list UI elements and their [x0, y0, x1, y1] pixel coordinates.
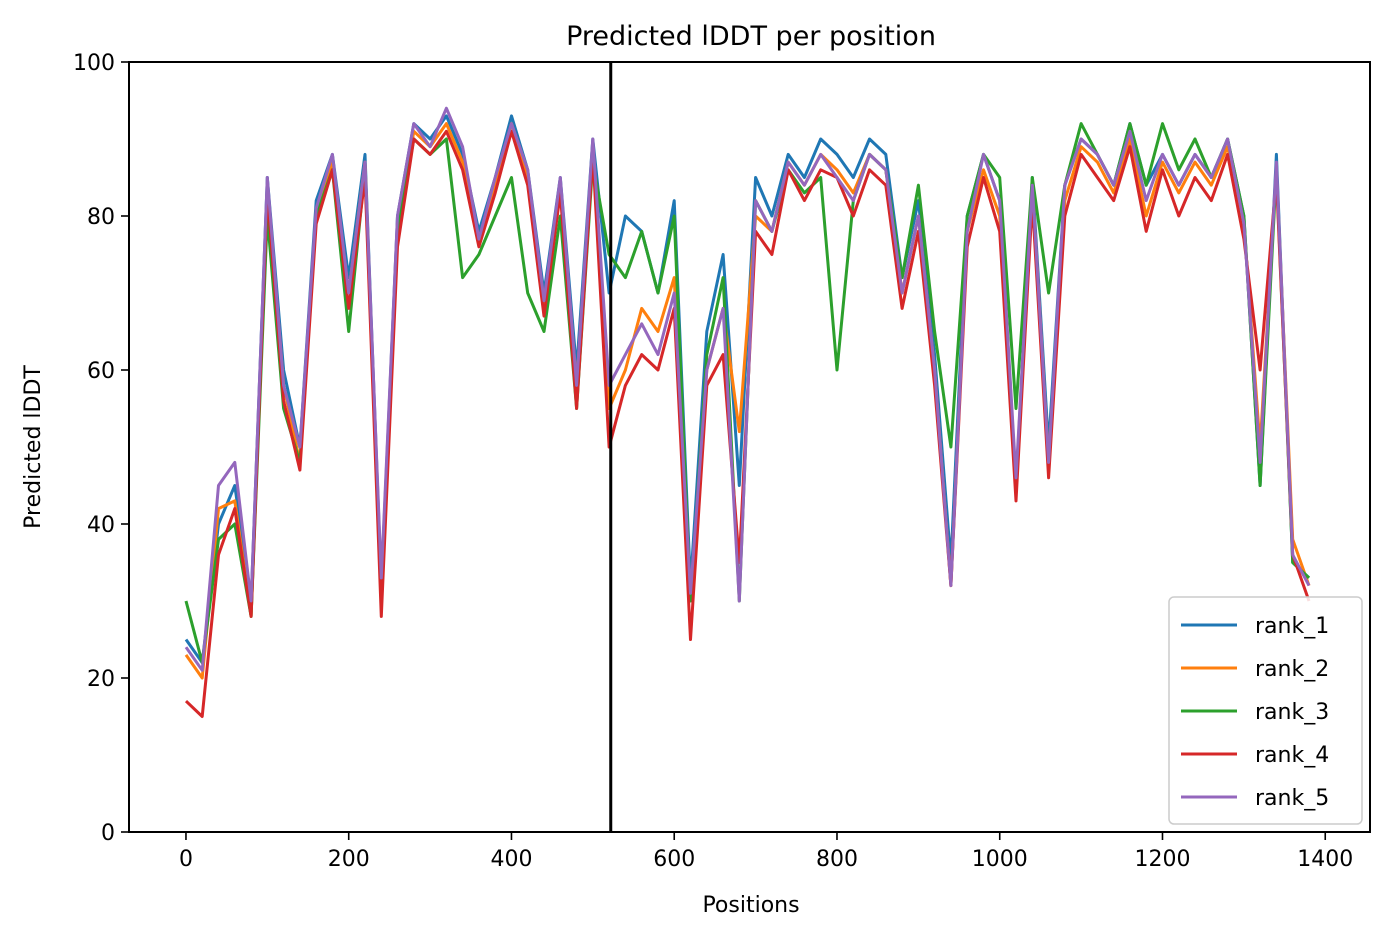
x-tick-label: 1000: [972, 847, 1028, 872]
legend: rank_1 rank_2 rank_3 rank_4 rank_5: [1168, 596, 1363, 825]
plot-area: [184, 62, 1311, 832]
legend-label-rank_4: rank_4: [1255, 743, 1329, 768]
y-axis: 0 20 40 60 80 100: [73, 51, 129, 846]
x-tick-label: 1400: [1297, 847, 1353, 872]
x-tick-label: 400: [490, 847, 532, 872]
x-axis: 0 200 400 600 800 1000 1200 1400: [179, 832, 1353, 872]
legend-box: [1168, 596, 1363, 825]
y-tick-label: 40: [87, 513, 115, 538]
x-tick-label: 800: [816, 847, 858, 872]
x-tick-label: 200: [328, 847, 370, 872]
series-line-rank_5: [184, 106, 1311, 672]
legend-label-rank_5: rank_5: [1255, 786, 1329, 811]
plot-frame: [128, 61, 1371, 833]
x-tick-label: 1200: [1134, 847, 1190, 872]
legend-label-rank_1: rank_1: [1255, 614, 1329, 639]
y-tick-label: 80: [87, 205, 115, 230]
y-tick-label: 100: [73, 51, 115, 76]
x-axis-title: Positions: [702, 893, 799, 918]
x-tick-label: 600: [653, 847, 695, 872]
x-tick-label: 0: [179, 847, 193, 872]
y-tick-label: 60: [87, 359, 115, 384]
y-tick-label: 20: [87, 667, 115, 692]
legend-label-rank_3: rank_3: [1255, 700, 1329, 725]
chart-title: Predicted lDDT per position: [566, 21, 936, 52]
legend-label-rank_2: rank_2: [1255, 657, 1329, 682]
y-axis-title: Predicted lDDT: [21, 365, 46, 529]
y-tick-label: 0: [101, 821, 115, 846]
